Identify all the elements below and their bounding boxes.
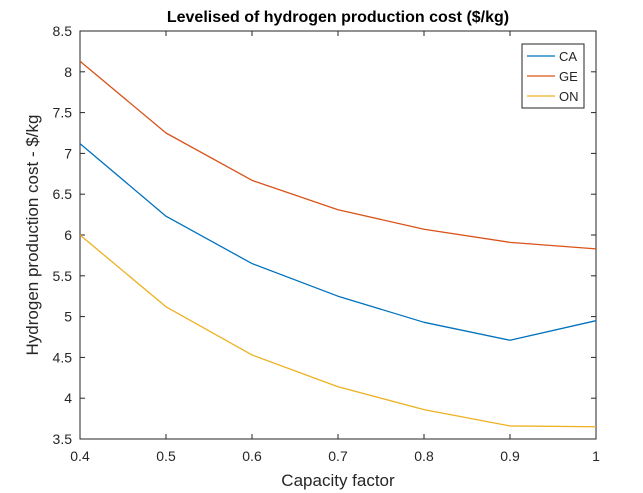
- chart-title: Levelised of hydrogen production cost ($…: [167, 9, 509, 26]
- series-line-ge: [79, 60, 597, 250]
- y-tick-label: 4.5: [53, 349, 73, 365]
- y-tick-label: 6: [64, 227, 72, 243]
- y-tick-label: 4: [64, 390, 72, 406]
- x-tick-label: 0.5: [156, 448, 176, 464]
- y-tick-label: 5: [64, 309, 72, 325]
- legend-label-ca: CA: [559, 49, 577, 64]
- y-tick-label: 6.5: [53, 186, 73, 202]
- x-axis: 0.4 0.5 0.6 0.7 0.8 0.9 1: [70, 31, 600, 464]
- y-axis-title: Hydrogen production cost - $/kg: [23, 115, 42, 356]
- y-tick-label: 7.5: [53, 105, 73, 121]
- x-tick-label: 0.9: [500, 448, 520, 464]
- plot-frame: [79, 30, 597, 440]
- x-tick-label: 0.4: [70, 448, 90, 464]
- x-axis-title: Capacity factor: [281, 471, 395, 490]
- y-axis: 3.5 4 4.5 5 5.5 6 6.5 7 7.5 8 8.5: [53, 23, 596, 447]
- x-tick-label: 0.8: [414, 448, 434, 464]
- legend-label-on: ON: [559, 89, 579, 104]
- y-tick-label: 7: [64, 145, 72, 161]
- x-tick-label: 0.6: [242, 448, 262, 464]
- y-tick-label: 5.5: [53, 268, 73, 284]
- y-tick-label: 8.5: [53, 23, 73, 39]
- series-lines: [79, 60, 597, 428]
- y-tick-label: 8: [64, 64, 72, 80]
- series-line-ca: [79, 143, 597, 341]
- y-tick-label: 3.5: [53, 431, 73, 447]
- x-tick-label: 0.7: [328, 448, 348, 464]
- legend-label-ge: GE: [559, 69, 578, 84]
- plot-area: [79, 30, 597, 440]
- legend: CA GE ON: [521, 43, 585, 109]
- x-tick-label: 1: [592, 448, 600, 464]
- series-line-on: [79, 234, 597, 428]
